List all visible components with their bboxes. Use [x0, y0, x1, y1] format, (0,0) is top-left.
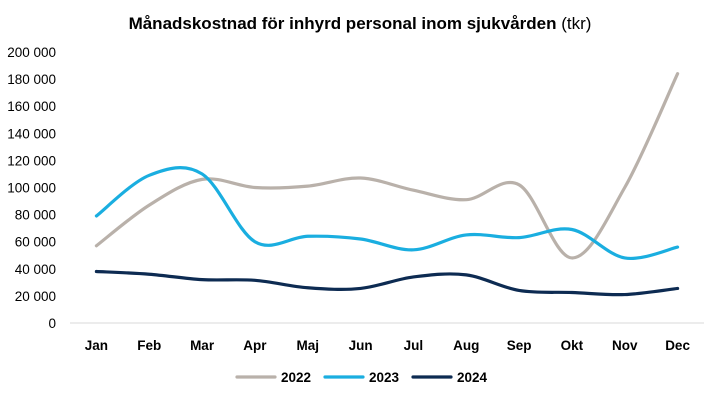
legend-label-2023: 2023 [369, 370, 400, 385]
x-tick-label: Nov [612, 338, 638, 353]
y-tick-label: 120 000 [7, 153, 56, 168]
x-tick-label: Dec [665, 338, 690, 353]
chart-title: Månadskostnad för inhyrd personal inom s… [0, 14, 720, 34]
y-tick-label: 20 000 [15, 289, 56, 304]
x-tick-label: Apr [243, 338, 267, 353]
chart-title-text: Månadskostnad för inhyrd personal inom s… [128, 14, 557, 33]
legend-label-2024: 2024 [457, 370, 488, 385]
y-tick-label: 160 000 [7, 99, 56, 114]
x-tick-label: Sep [507, 338, 532, 353]
x-tick-label: Maj [296, 338, 319, 353]
x-tick-label: Mar [190, 338, 215, 353]
series-line-2024 [94, 269, 680, 297]
y-tick-label: 140 000 [7, 126, 56, 141]
series-line-2023 [94, 166, 680, 261]
legend-label-2022: 2022 [281, 370, 311, 385]
x-tick-label: Jan [85, 338, 108, 353]
x-tick-label: Jun [349, 338, 373, 353]
chart-title-unit: (tkr) [561, 14, 592, 33]
x-tick-label: Aug [453, 338, 479, 353]
y-tick-label: 200 000 [7, 45, 56, 60]
y-tick-label: 80 000 [15, 208, 56, 223]
x-tick-label: Feb [137, 338, 161, 353]
x-tick-label: Jul [404, 338, 424, 353]
y-tick-label: 0 [48, 316, 56, 331]
y-tick-label: 100 000 [7, 181, 56, 196]
y-tick-label: 60 000 [15, 235, 56, 250]
series-line-2022 [94, 72, 680, 260]
y-tick-label: 180 000 [7, 72, 56, 87]
x-tick-label: Okt [561, 338, 584, 353]
y-tick-label: 40 000 [15, 262, 56, 277]
